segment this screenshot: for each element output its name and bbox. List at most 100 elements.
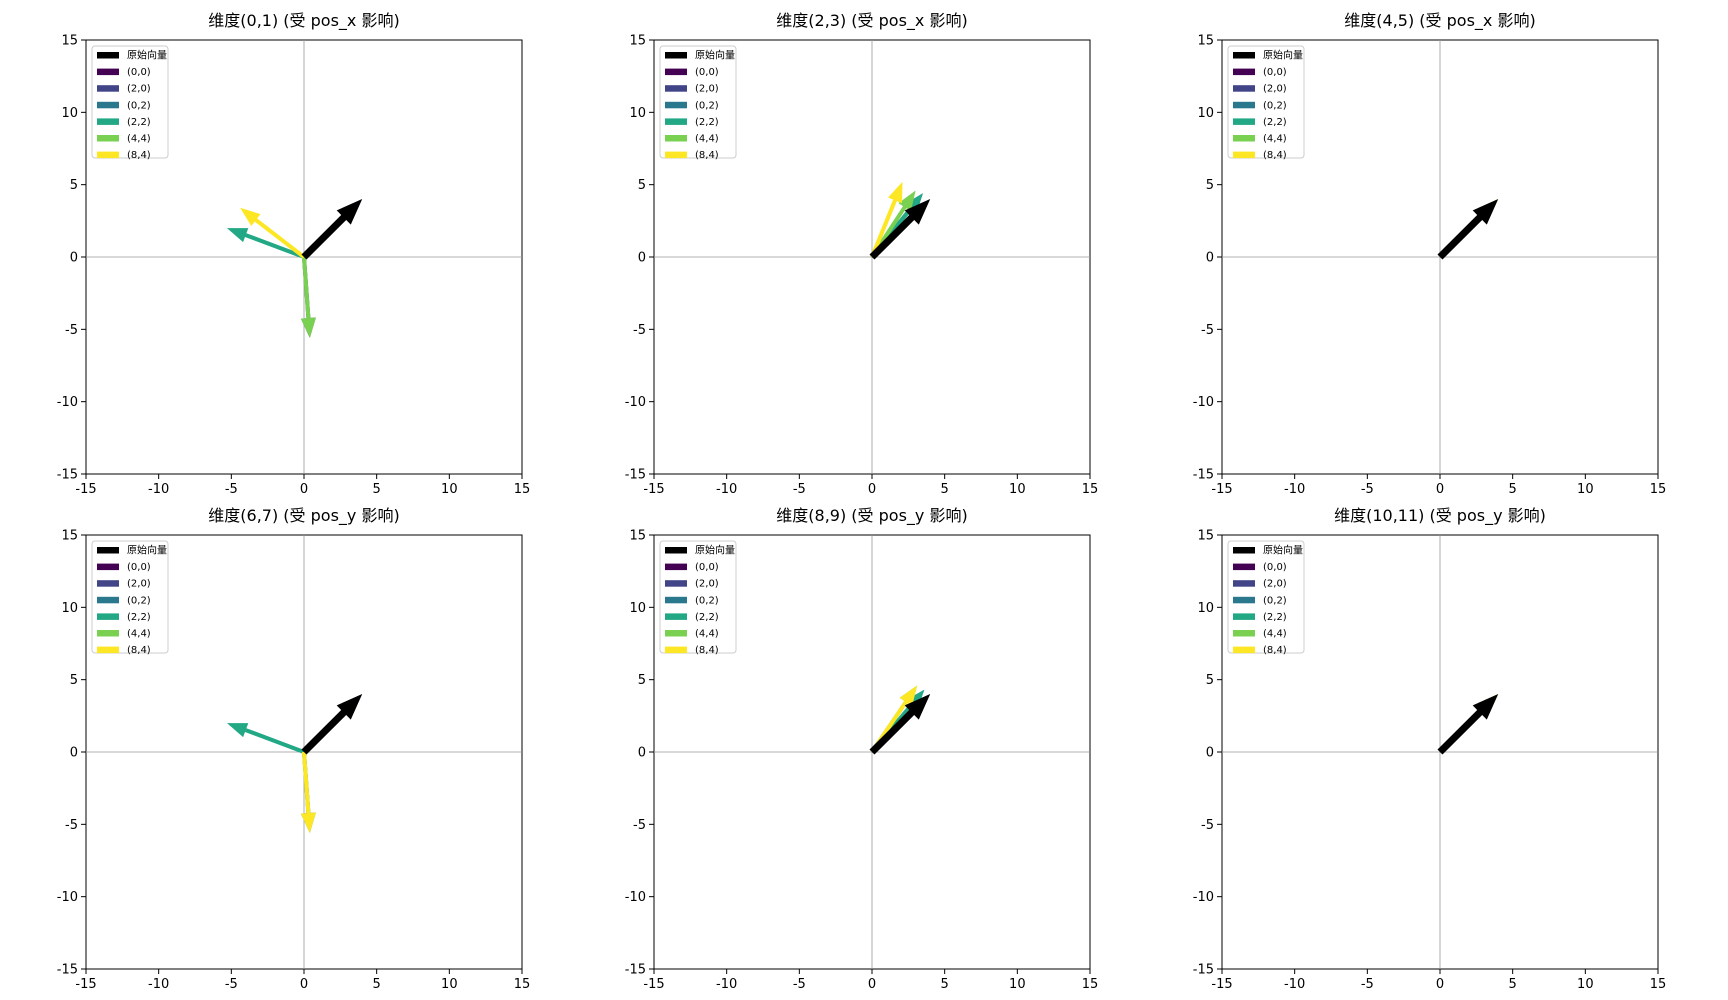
x-tick-label: 10 — [441, 977, 458, 992]
legend-label: (0,2) — [695, 595, 719, 606]
subplot-title: 维度(2,3) (受 pos_x 影响) — [776, 11, 967, 31]
legend-swatch — [1233, 85, 1255, 92]
subplot-title: 维度(8,9) (受 pos_y 影响) — [776, 506, 967, 526]
x-tick-label: 5 — [1509, 977, 1517, 992]
x-tick-label: 5 — [1509, 482, 1517, 497]
legend-label: (4,4) — [695, 134, 719, 145]
y-tick-label: -15 — [57, 468, 78, 483]
legend-label: (2,0) — [1263, 84, 1287, 95]
legend-swatch — [1233, 547, 1255, 554]
y-tick-label: -10 — [625, 395, 646, 410]
x-tick-label: 15 — [1082, 482, 1099, 497]
legend-label: (2,2) — [695, 612, 719, 623]
vector-2-2 — [227, 228, 305, 259]
y-tick-label: -10 — [57, 890, 78, 905]
y-tick-label: 0 — [638, 251, 646, 266]
legend-swatch — [97, 118, 119, 125]
legend-swatch — [1233, 52, 1255, 59]
legend-swatch — [97, 135, 119, 142]
x-tick-label: -5 — [225, 977, 238, 992]
x-tick-label: -15 — [75, 977, 96, 992]
legend-swatch — [97, 580, 119, 587]
vector-2-2 — [227, 723, 305, 754]
y-tick-label: 0 — [70, 251, 78, 266]
legend-label: (0,0) — [695, 562, 719, 573]
legend: 原始向量 (0,0) (2,0) (0,2) (2,2) (4,4) (8,4) — [91, 540, 169, 656]
legend-label: (4,4) — [1263, 629, 1287, 640]
x-tick-label: 10 — [1009, 977, 1026, 992]
legend-swatch — [665, 596, 687, 604]
vector-original — [869, 694, 931, 755]
y-tick-label: -15 — [625, 468, 646, 483]
x-tick-label: 0 — [300, 482, 308, 497]
x-tick-label: -15 — [643, 977, 664, 992]
x-tick-label: -15 — [643, 482, 664, 497]
legend-swatch — [97, 85, 119, 92]
vector-original — [301, 199, 363, 260]
legend-swatch — [97, 68, 119, 76]
y-tick-label: 0 — [638, 746, 646, 761]
legend-label: (8,4) — [695, 150, 719, 161]
legend-swatch — [1233, 580, 1255, 587]
x-tick-label: 5 — [373, 482, 381, 497]
x-tick-label: 5 — [941, 977, 949, 992]
x-tick-label: 0 — [868, 977, 876, 992]
x-tick-label: 0 — [868, 482, 876, 497]
legend-label: (0,2) — [1263, 595, 1287, 606]
legend-label: (2,2) — [1263, 117, 1287, 128]
x-tick-label: 0 — [1436, 482, 1444, 497]
legend-label: (4,4) — [127, 134, 151, 145]
x-tick-label: 10 — [1577, 482, 1594, 497]
legend-label: (8,4) — [1263, 150, 1287, 161]
x-tick-label: -5 — [1361, 482, 1374, 497]
legend-swatch — [97, 547, 119, 554]
x-tick-label: 15 — [1650, 482, 1667, 497]
legend-label: (0,0) — [127, 67, 151, 78]
subplot-4: 维度(6,7) (受 pos_y 影响) -15 -10 -5 0 5 10 15 -15 -10… — [57, 506, 531, 992]
legend-label: (0,2) — [127, 100, 151, 111]
legend-swatch — [665, 85, 687, 92]
legend: 原始向量 (0,0) (2,0) (0,2) (2,2) (4,4) (8,4) — [1227, 45, 1305, 161]
subplot-2: 维度(2,3) (受 pos_x 影响) -15 -10 -5 0 5 10 15 -15 -10… — [625, 11, 1099, 497]
legend-label: (8,4) — [127, 645, 151, 656]
x-tick-label: -15 — [1211, 977, 1232, 992]
legend: 原始向量 (0,0) (2,0) (0,2) (2,2) (4,4) (8,4) — [1227, 540, 1305, 656]
y-tick-label: 5 — [70, 178, 78, 193]
legend-label: (8,4) — [1263, 645, 1287, 656]
x-tick-label: 0 — [1436, 977, 1444, 992]
x-tick-label: -10 — [1284, 977, 1305, 992]
legend-label: (2,0) — [1263, 579, 1287, 590]
vector-original — [1437, 199, 1499, 260]
x-tick-label: -10 — [1284, 482, 1305, 497]
legend-label: (2,0) — [127, 579, 151, 590]
x-tick-label: 5 — [373, 977, 381, 992]
x-tick-label: 15 — [514, 482, 531, 497]
legend-swatch — [1233, 563, 1255, 571]
y-tick-label: 10 — [1197, 601, 1214, 616]
y-tick-label: -10 — [57, 395, 78, 410]
subplot-title: 维度(4,5) (受 pos_x 影响) — [1344, 11, 1535, 31]
subplot-3: 维度(4,5) (受 pos_x 影响) -15 -10 -5 0 5 10 15 -15 -10… — [1193, 11, 1667, 497]
y-tick-label: 10 — [629, 601, 646, 616]
legend-label: 原始向量 — [127, 544, 167, 557]
x-tick-label: 10 — [1009, 482, 1026, 497]
y-tick-label: 5 — [70, 673, 78, 688]
legend-swatch — [1233, 151, 1255, 159]
legend-label: (4,4) — [695, 629, 719, 640]
x-tick-label: 10 — [1577, 977, 1594, 992]
legend-swatch — [97, 101, 119, 109]
legend-swatch — [1233, 101, 1255, 109]
y-tick-label: -10 — [625, 890, 646, 905]
legend-label: (2,2) — [695, 117, 719, 128]
legend-swatch — [97, 151, 119, 159]
legend-label: (2,0) — [127, 84, 151, 95]
legend: 原始向量 (0,0) (2,0) (0,2) (2,2) (4,4) (8,4) — [659, 540, 737, 656]
vector-4-4 — [300, 256, 316, 338]
legend-label: (2,0) — [695, 579, 719, 590]
x-tick-label: 0 — [300, 977, 308, 992]
y-tick-label: 15 — [1197, 529, 1214, 544]
y-tick-label: -10 — [1193, 890, 1214, 905]
legend-label: 原始向量 — [695, 49, 735, 62]
y-tick-label: -5 — [1201, 323, 1214, 338]
legend-label: (2,0) — [695, 84, 719, 95]
